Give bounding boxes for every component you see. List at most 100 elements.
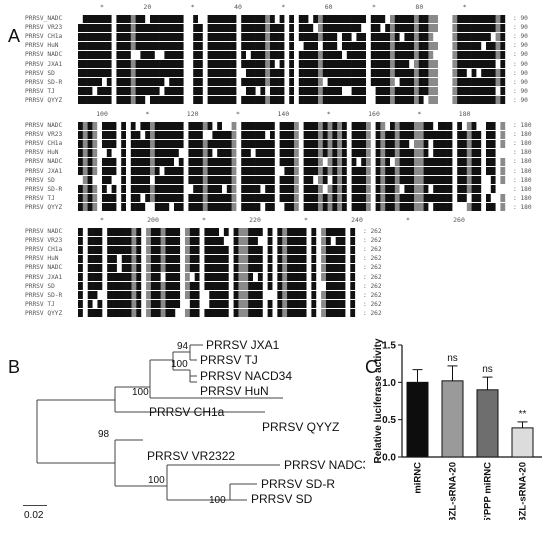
ruler-tick: * xyxy=(100,216,104,224)
sequence-position: : 90 xyxy=(513,42,528,50)
taxon-label: PRRSV HuN xyxy=(200,384,269,398)
significance-label: ns xyxy=(482,364,493,375)
ruler-tick: * xyxy=(326,110,331,118)
sequence-name: PRRSV TJ xyxy=(25,194,55,202)
alignment-row: PRRSV VR23: 262 xyxy=(0,236,550,245)
taxon-label: PRRSV NADC30 xyxy=(284,458,365,472)
sequence-position: : 180 xyxy=(513,140,532,148)
sequence-name: PRRSV VR23 xyxy=(25,237,63,245)
sequence-track xyxy=(78,282,360,291)
sequence-position: : 262 xyxy=(363,246,382,254)
sequence-track xyxy=(78,41,510,50)
alignment-row: PRRSV TJ : 180 xyxy=(0,194,550,203)
alignment-row: PRRSV QYYZ: 180 xyxy=(0,203,550,212)
sequence-position: : 90 xyxy=(513,69,528,77)
sequence-position: : 262 xyxy=(363,282,382,290)
sequence-position: : 262 xyxy=(363,291,382,299)
alignment-row: PRRSV JXA1 : 262 xyxy=(0,273,550,282)
alignment-row: PRRSV SD-R: 180 xyxy=(0,185,550,194)
ruler-tick: * xyxy=(236,110,240,118)
ruler-tick: * xyxy=(417,110,422,118)
panel-label-b: B xyxy=(8,357,21,377)
sequence-name: PRRSV NADC xyxy=(25,51,63,59)
sequence-track xyxy=(78,167,510,175)
panel-label-a: A xyxy=(8,26,21,46)
alignment-row: PRRSV SD: 90 xyxy=(0,69,550,78)
sequence-position: : 90 xyxy=(513,15,528,22)
sequence-position: : 90 xyxy=(513,87,528,95)
alignment-row: PRRSV TJ: 90 xyxy=(0,87,550,96)
sequence-position: : 180 xyxy=(513,167,532,175)
sequence-position: : 262 xyxy=(363,264,382,272)
y-tick-label: 1.0 xyxy=(382,378,396,389)
sequence-position: : 180 xyxy=(513,176,532,184)
sequence-name: PRRSV JXA1 xyxy=(25,167,63,175)
ruler-tick: 60 xyxy=(324,3,333,11)
sequence-position: : 180 xyxy=(513,194,532,202)
sequence-track xyxy=(78,194,510,203)
sequence-track xyxy=(78,176,510,185)
sequence-track xyxy=(78,263,360,272)
sequence-track xyxy=(78,236,360,245)
sequence-name: PRRSV CH1a xyxy=(25,246,63,254)
sequence-track xyxy=(78,227,360,236)
significance-label: ** xyxy=(519,409,527,420)
sequence-position: : 180 xyxy=(513,149,532,157)
significance-label: ns xyxy=(447,353,458,364)
sequence-name: PRRSV HuN xyxy=(25,42,59,50)
ruler-tick: * xyxy=(304,216,308,224)
sequence-name: PRRSV QYYZ xyxy=(25,203,63,211)
y-tick-label: 1.5 xyxy=(382,341,396,352)
bar xyxy=(441,380,464,458)
bootstrap-value: 100 xyxy=(171,359,188,370)
alignment-row: PRRSV CH1a : 262 xyxy=(0,245,550,254)
sequence-name: PRRSV NADC xyxy=(25,158,63,166)
sequence-name: PRRSV SD xyxy=(25,176,55,184)
ruler-tick: 80 xyxy=(415,3,424,11)
ruler-tick: * xyxy=(462,3,467,11)
alignment-row: PRRSV HuN: 262 xyxy=(0,254,550,263)
alignment-row: PRRSV SD-R: 90 xyxy=(0,78,550,87)
sequence-position: : 180 xyxy=(513,131,532,139)
sequence-track xyxy=(78,130,510,139)
sequence-track xyxy=(78,87,510,96)
alignment-row: PRRSV QYYZ: 90 xyxy=(0,96,550,105)
category-label: BZL-sRNA-20 xyxy=(448,462,459,520)
sequence-track xyxy=(78,69,510,78)
category-label: 5'PPP miRNC xyxy=(483,462,494,520)
sequence-name: PRRSV JXA1 xyxy=(25,273,63,281)
bootstrap-value: 98 xyxy=(98,429,110,440)
sequence-position: : 90 xyxy=(513,96,528,104)
bootstrap-value: 94 xyxy=(177,341,189,352)
taxon-label: PRRSV JXA1 xyxy=(206,340,280,352)
bootstrap-value: 100 xyxy=(148,475,165,486)
alignment-row: PRRSV NADC: 262 xyxy=(0,227,550,236)
taxon-label: PRRSV NACD34 xyxy=(200,369,292,383)
sequence-track xyxy=(78,291,360,300)
sequence-track xyxy=(78,32,510,41)
sequence-name: PRRSV CH1a xyxy=(25,140,63,148)
ruler-tick: 200 xyxy=(147,216,159,224)
ruler-tick: 20 xyxy=(143,3,152,11)
sequence-position: : 262 xyxy=(363,273,382,281)
alignment-row: PRRSV VR23 : 180 xyxy=(0,130,550,139)
sequence-position: : 90 xyxy=(513,51,528,59)
category-label: miRNC xyxy=(413,462,424,494)
sequence-track xyxy=(78,309,360,318)
tree-taxa: PRRSV JXA1 PRRSV TJ PRRSV NACD34 PRRSV H… xyxy=(147,340,365,506)
ruler-tick: 100 xyxy=(96,110,108,118)
sequence-name: PRRSV_NADC xyxy=(25,15,63,22)
sequence-name: PRRSV HuN xyxy=(25,149,59,157)
y-tick-label: 0.0 xyxy=(382,453,396,464)
sequence-track xyxy=(78,60,510,68)
bootstrap-value: 100 xyxy=(209,495,226,506)
sequence-position: : 180 xyxy=(513,158,532,166)
sequence-name: PRRSV SD-R xyxy=(25,291,63,299)
alignment-row: PRRSV NADC : 180 xyxy=(0,157,550,166)
ruler-tick: * xyxy=(372,3,376,11)
sequence-name: PRRSV VR23 xyxy=(25,131,63,139)
sequence-track xyxy=(78,254,360,263)
sequence-name: PRRSV JXA1 xyxy=(25,60,63,68)
ruler-tick: 220 xyxy=(249,216,261,224)
